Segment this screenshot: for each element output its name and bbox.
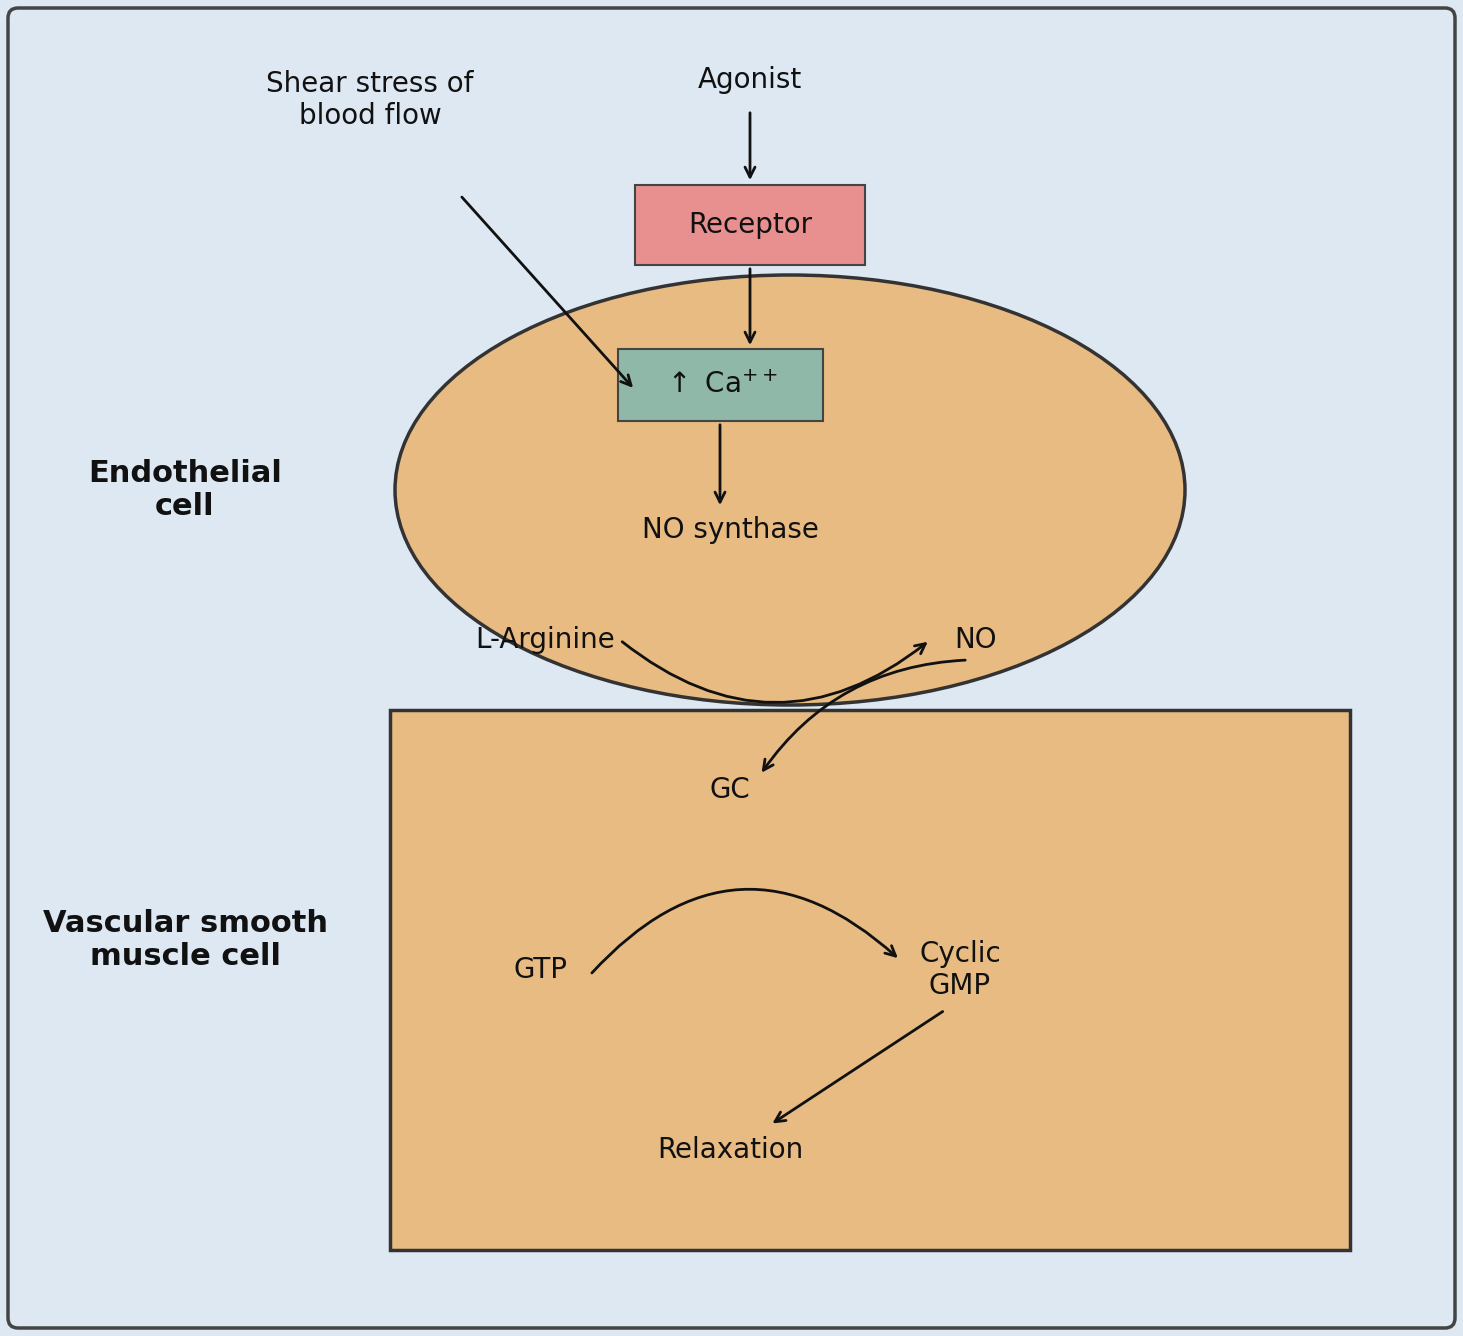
Text: L-Arginine: L-Arginine bbox=[475, 627, 614, 655]
Text: Agonist: Agonist bbox=[698, 65, 802, 94]
Text: Cyclic
GMP: Cyclic GMP bbox=[919, 939, 1001, 1001]
Text: GTP: GTP bbox=[514, 957, 568, 985]
Text: Receptor: Receptor bbox=[688, 211, 812, 239]
FancyBboxPatch shape bbox=[617, 349, 822, 421]
Text: $\uparrow$ Ca$^{++}$: $\uparrow$ Ca$^{++}$ bbox=[663, 371, 778, 399]
Ellipse shape bbox=[395, 275, 1185, 705]
Text: GC: GC bbox=[710, 776, 751, 804]
Text: Relaxation: Relaxation bbox=[657, 1136, 803, 1164]
FancyBboxPatch shape bbox=[391, 709, 1350, 1250]
Text: Shear stress of
blood flow: Shear stress of blood flow bbox=[266, 69, 474, 130]
FancyBboxPatch shape bbox=[635, 184, 865, 265]
Text: NO synthase: NO synthase bbox=[642, 516, 818, 544]
Text: Vascular smooth
muscle cell: Vascular smooth muscle cell bbox=[42, 908, 328, 971]
Text: NO: NO bbox=[954, 627, 996, 655]
Text: Endothelial
cell: Endothelial cell bbox=[88, 458, 282, 521]
FancyBboxPatch shape bbox=[7, 8, 1456, 1328]
